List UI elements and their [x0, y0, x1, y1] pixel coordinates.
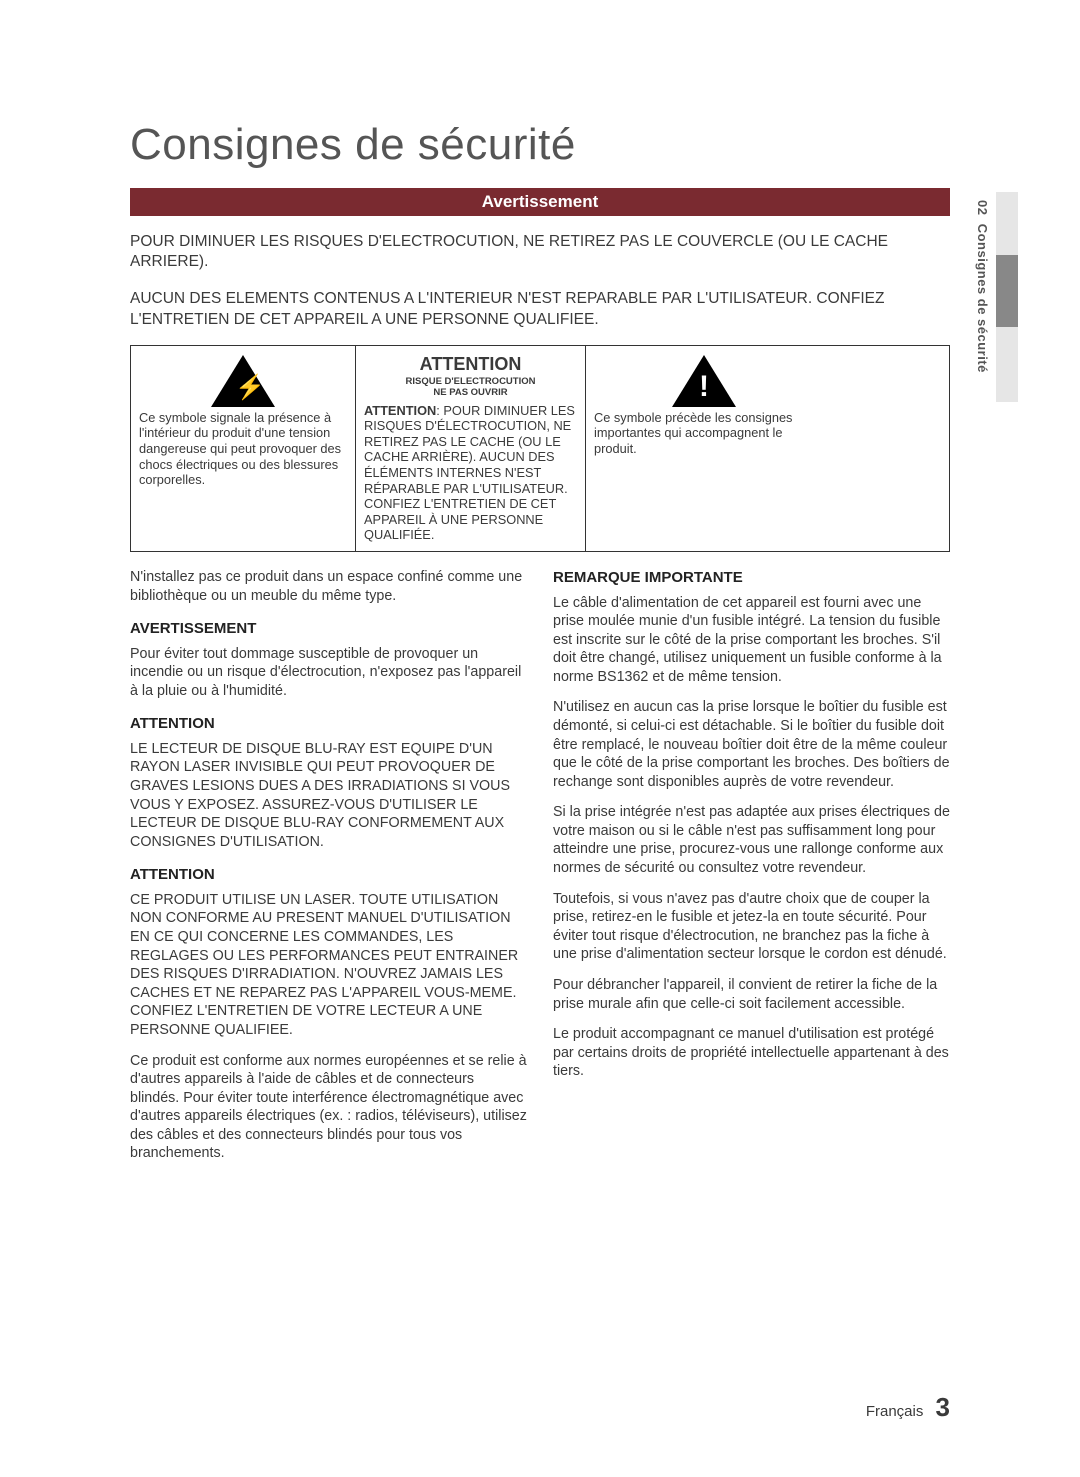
right-p4: Toutefois, si vous n'avez pas d'autre ch…	[553, 890, 950, 964]
risk-line-1: RISQUE D'ELECTROCUTION	[406, 376, 536, 387]
risk-line-2: NE PAS OUVRIR	[433, 387, 507, 398]
footer-page-number: 3	[936, 1392, 950, 1422]
right-column: REMARQUE IMPORTANTE Le câble d'alimentat…	[553, 568, 950, 1175]
heading-remarque: REMARQUE IMPORTANTE	[553, 568, 950, 588]
warning-box-left: ⚡ Ce symbole signale la présence à l'int…	[131, 346, 356, 551]
right-p2: N'utilisez en aucun cas la prise lorsque…	[553, 698, 950, 791]
page-content: Consignes de sécurité Avertissement POUR…	[0, 0, 1080, 1235]
intro-paragraph-1: POUR DIMINUER LES RISQUES D'ELECTROCUTIO…	[130, 232, 950, 274]
lightning-triangle-icon: ⚡	[139, 352, 347, 410]
warning-diagram-box: ⚡ Ce symbole signale la présence à l'int…	[130, 345, 950, 552]
intro-paragraph-2: AUCUN DES ELEMENTS CONTENUS A L'INTERIEU…	[130, 289, 950, 331]
left-p2: Pour éviter tout dommage susceptible de …	[130, 645, 527, 701]
left-p1: N'installez pas ce produit dans un espac…	[130, 568, 527, 605]
left-column: N'installez pas ce produit dans un espac…	[130, 568, 527, 1175]
warning-banner: Avertissement	[130, 188, 950, 216]
exclamation-triangle-icon: !	[594, 352, 814, 410]
right-p5: Pour débrancher l'appareil, il convient …	[553, 976, 950, 1013]
attention-heading: ATTENTION	[364, 354, 577, 375]
right-p3: Si la prise intégrée n'est pas adaptée a…	[553, 803, 950, 877]
page-footer: Français 3	[866, 1392, 950, 1423]
warning-box-right: ! Ce symbole précède les consignes impor…	[586, 346, 822, 551]
body-columns: N'installez pas ce produit dans un espac…	[130, 568, 950, 1175]
left-p4: CE PRODUIT UTILISE UN LASER. TOUTE UTILI…	[130, 891, 527, 1040]
attention-sub: RISQUE D'ELECTROCUTION NE PAS OUVRIR	[364, 377, 577, 399]
heading-attention-1: ATTENTION	[130, 714, 527, 734]
heading-attention-2: ATTENTION	[130, 865, 527, 885]
warning-left-text: Ce symbole signale la présence à l'intér…	[139, 410, 347, 488]
warning-box-middle: ATTENTION RISQUE D'ELECTROCUTION NE PAS …	[356, 346, 586, 551]
right-p6: Le produit accompagnant ce manuel d'util…	[553, 1025, 950, 1081]
attention-body: ATTENTION: POUR DIMINUER LES RISQUES D'É…	[364, 403, 577, 543]
attention-bold: ATTENTION	[364, 403, 436, 418]
heading-avertissement: AVERTISSEMENT	[130, 619, 527, 639]
footer-lang: Français	[866, 1403, 924, 1420]
right-p1: Le câble d'alimentation de cet appareil …	[553, 594, 950, 687]
warning-right-text: Ce symbole précède les consignes importa…	[594, 410, 814, 457]
attention-rest: : POUR DIMINUER LES RISQUES D'ÉLECTROCUT…	[364, 403, 575, 543]
left-p5: Ce produit est conforme aux normes europ…	[130, 1052, 527, 1163]
left-p3: LE LECTEUR DE DISQUE BLU-RAY EST EQUIPE …	[130, 740, 527, 851]
page-title: Consignes de sécurité	[130, 120, 950, 170]
